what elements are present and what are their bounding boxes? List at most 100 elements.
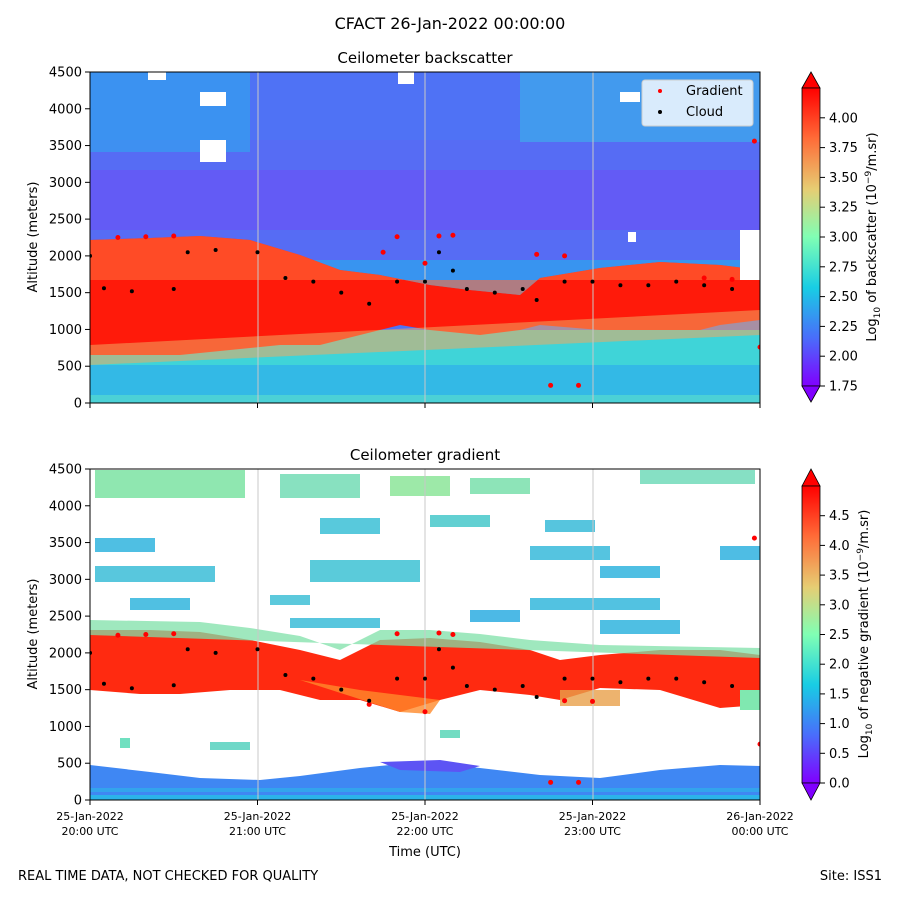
- figure-title: CFACT 26-Jan-2022 00:00:00: [334, 14, 566, 33]
- gradient-point: [171, 233, 177, 239]
- backscatter-yticks: 0 500 1000 1500 2000 2500 3000 3500 4000 4500: [49, 66, 90, 412]
- legend-gradient-label: Gradient: [686, 84, 743, 99]
- gradient-point: [751, 138, 757, 144]
- gradient-point: [143, 632, 149, 637]
- cloud-point: [311, 676, 316, 681]
- colorbar-tick-label: 0.5: [829, 747, 850, 762]
- cloud-point: [464, 683, 469, 688]
- cloud-point: [213, 248, 218, 253]
- gradient-point: [366, 701, 372, 707]
- cloud-point: [339, 687, 344, 692]
- ytick-label: 2500: [49, 610, 82, 625]
- cloud-point: [590, 279, 595, 284]
- ytick-label: 2500: [49, 213, 82, 228]
- backscatter-xgrid: [257, 72, 594, 403]
- site-label: Site: ISS1: [819, 869, 882, 884]
- gradient-yticks: 0 500 1000 1500 2000 2500 3000 3500 4000 4500: [49, 463, 90, 809]
- ytick-label: 4000: [49, 499, 82, 514]
- xtick-time-label: 22:00 UTC: [396, 825, 453, 838]
- cloud-point: [646, 283, 651, 288]
- xtick-date-label: 25-Jan-2022: [391, 810, 459, 823]
- cloud-point: [646, 676, 651, 681]
- cloud-point: [618, 680, 623, 685]
- colorbar-tick-label: 3.25: [829, 201, 858, 216]
- ytick-label: 1500: [49, 683, 82, 698]
- cloud-point: [339, 290, 344, 295]
- cloud-point: [562, 676, 567, 681]
- ytick-label: 3500: [49, 139, 82, 154]
- gradient-colorbar-label: Log10 of negative gradient (10−9/m.sr): [856, 510, 875, 759]
- ytick-label: 500: [57, 757, 82, 772]
- gradient-point: [115, 235, 121, 240]
- backscatter-panel: Ceilometer backscatter: [26, 49, 883, 412]
- cloud-point: [185, 647, 190, 652]
- colorbar-tick-label: 3.5: [829, 569, 850, 584]
- cloud-point: [255, 250, 260, 255]
- gradient-point: [548, 382, 554, 388]
- ytick-label: 4500: [49, 66, 82, 81]
- colorbar-tick-label: 4.00: [829, 111, 858, 126]
- cloud-point: [702, 283, 707, 288]
- cloud-point: [101, 681, 106, 686]
- cloud-point: [492, 290, 497, 295]
- cloud-point: [423, 676, 427, 681]
- cloud-point: [395, 279, 400, 284]
- colorbar-tick-label: 4.5: [829, 509, 850, 524]
- xtick-date-label: 26-Jan-2022: [726, 810, 794, 823]
- gradient-point: [380, 249, 386, 255]
- cloud-point: [702, 680, 707, 685]
- cloud-point: [618, 283, 623, 288]
- backscatter-ylabel: Altitude (meters): [26, 182, 41, 293]
- gradient-point: [422, 260, 428, 266]
- colorbar-tick-label: 3.00: [829, 231, 858, 246]
- colorbar-tick-label: 2.50: [829, 290, 858, 305]
- gradient-point: [436, 233, 442, 239]
- colorbar-tick-label: 1.75: [829, 380, 858, 395]
- gradient-point: [422, 709, 428, 715]
- cloud-point: [520, 683, 525, 688]
- gradient-point: [394, 234, 400, 240]
- gradient-point: [576, 382, 582, 388]
- backscatter-colorbar-ticks: 1.75 2.00 2.25 2.50 2.75 3.00 3.25 3.50 3.75 4.00: [820, 111, 858, 395]
- xtick-date-label: 25-Jan-2022: [56, 810, 124, 823]
- ytick-label: 0: [74, 794, 82, 809]
- colorbar-tick-label: 4.0: [829, 539, 850, 554]
- xtick-time-label: 00:00 UTC: [731, 825, 788, 838]
- cloud-point: [436, 250, 441, 255]
- cloud-point: [520, 286, 525, 291]
- cloud-point: [562, 279, 567, 284]
- gradient-title: Ceilometer gradient: [350, 446, 500, 464]
- xtick-time-label: 21:00 UTC: [229, 825, 286, 838]
- ytick-label: 2000: [49, 249, 82, 264]
- colorbar-tick-label: 2.0: [829, 658, 850, 673]
- cloud-point: [674, 279, 679, 284]
- gradient-point: [562, 698, 568, 704]
- ytick-label: 0: [74, 397, 82, 412]
- cloud-point: [730, 286, 735, 291]
- cloud-point: [436, 647, 441, 652]
- ytick-label: 3500: [49, 536, 82, 551]
- gradient-point: [757, 344, 760, 350]
- cloud-point: [129, 686, 134, 691]
- backscatter-colorbar-label: Log10 of backscatter (10−9/m.sr): [864, 132, 883, 341]
- cloud-point: [423, 279, 427, 284]
- colorbar-tick-label: 3.50: [829, 171, 858, 186]
- gradient-point: [590, 698, 595, 704]
- ytick-label: 4500: [49, 463, 82, 478]
- colorbar-tick-label: 2.5: [829, 628, 850, 643]
- xtick-date-label: 25-Jan-2022: [559, 810, 627, 823]
- colorbar-tick-label: 1.0: [829, 717, 850, 732]
- cloud-point: [674, 676, 679, 681]
- gradient-point: [436, 630, 442, 636]
- colorbar-tick-label: 2.25: [829, 320, 858, 335]
- xtick-date-label: 25-Jan-2022: [224, 810, 292, 823]
- cloud-point: [450, 665, 455, 670]
- cloud-point: [534, 298, 539, 303]
- cloud-point: [464, 286, 469, 291]
- ytick-label: 1000: [49, 323, 82, 338]
- legend-gradient-marker: [658, 89, 662, 93]
- gradient-point: [729, 276, 735, 282]
- ytick-label: 1500: [49, 286, 82, 301]
- gradient-xgrid: [257, 469, 594, 800]
- backscatter-colorbar: 1.75 2.00 2.25 2.50 2.75 3.00 3.25 3.50 3.75 4.00…: [801, 71, 883, 403]
